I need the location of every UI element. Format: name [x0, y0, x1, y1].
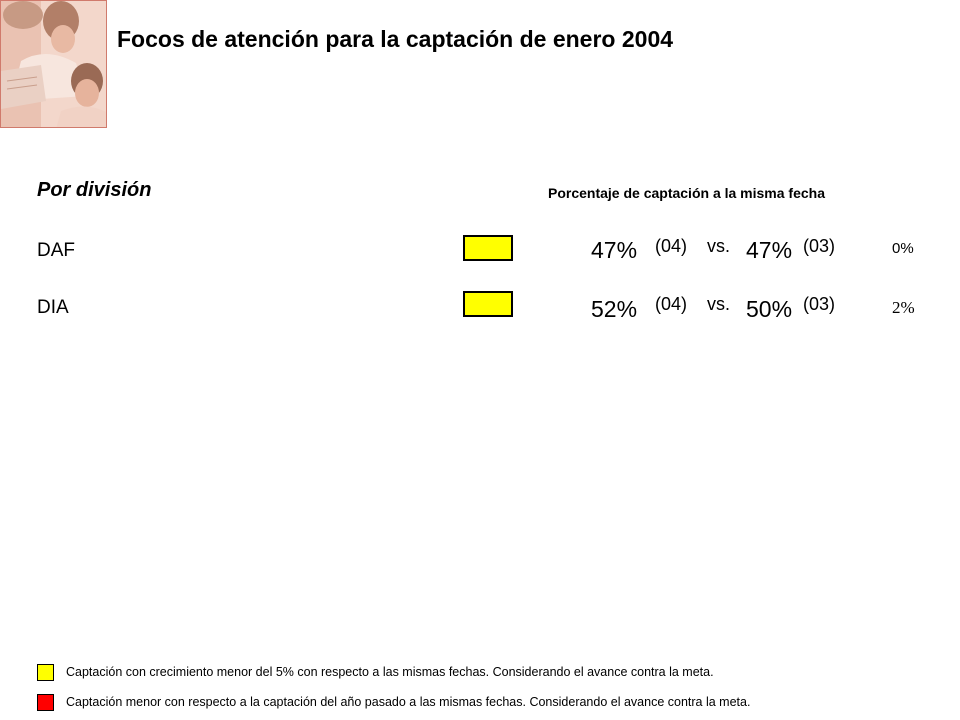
current-pct-daf: 47% — [591, 237, 638, 263]
legend-red-swatch — [37, 694, 54, 711]
previous-pct-dia: 50% — [746, 296, 793, 322]
header-photo — [0, 0, 107, 128]
difference-dia: 2% — [892, 298, 915, 317]
legend-yellow-text: Captación con crecimiento menor del 5% c… — [66, 665, 714, 679]
legend-yellow-swatch — [37, 664, 54, 681]
difference-daf: 0% — [892, 240, 914, 257]
current-year-dia: (04) — [655, 294, 688, 314]
status-indicator-daf — [463, 235, 513, 261]
row-label-daf: DAF — [37, 240, 75, 261]
previous-year-daf: (03) — [803, 236, 836, 256]
page-title: Focos de atención para la captación de e… — [117, 26, 674, 52]
vs-label-dia: vs. — [707, 294, 731, 314]
vs-label-daf: vs. — [707, 236, 731, 256]
section-title: Por división — [37, 179, 152, 201]
legend-red-text: Captación menor con respecto a la captac… — [66, 695, 751, 709]
column-header: Porcentaje de captación a la misma fecha — [548, 185, 826, 201]
row-label-dia: DIA — [37, 297, 69, 318]
current-year-daf: (04) — [655, 236, 688, 256]
current-pct-dia: 52% — [591, 296, 638, 322]
previous-year-dia: (03) — [803, 294, 836, 314]
status-indicator-dia — [463, 291, 513, 317]
previous-pct-daf: 47% — [746, 237, 793, 263]
